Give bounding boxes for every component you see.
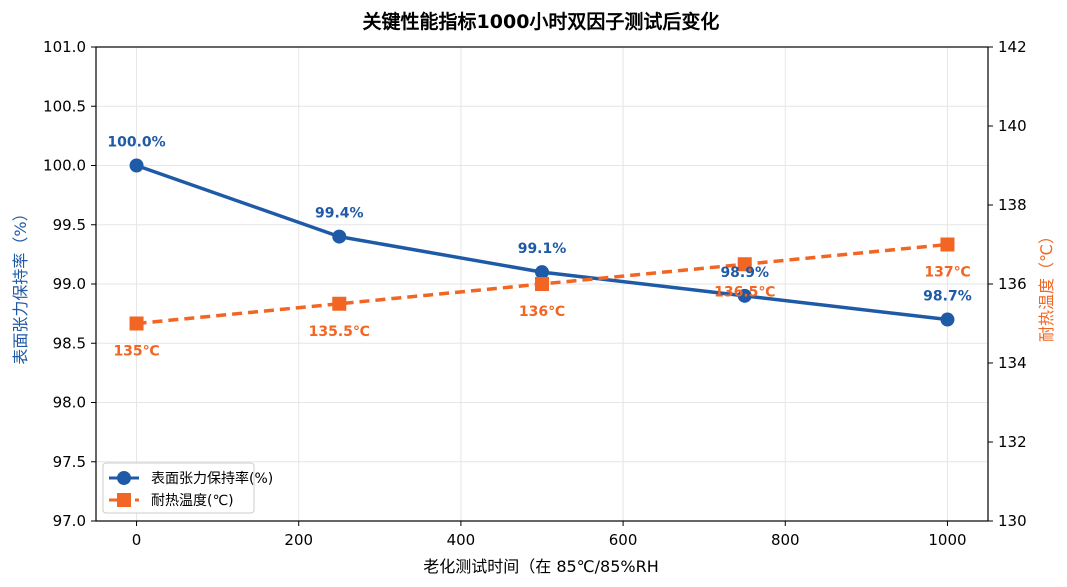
point-temperature (737, 257, 752, 272)
x-axis-ticks: 0 200 400 600 800 1000 (132, 521, 967, 549)
point-tension (940, 312, 955, 327)
x-tick-label: 800 (771, 531, 800, 549)
data-label-tension: 98.9% (720, 265, 769, 281)
legend-box (102, 462, 255, 514)
right-y-axis-ticks: 130 132 134 136 138 140 142 (988, 38, 1027, 530)
legend-marker-temp (117, 493, 131, 507)
left-y-axis-label: 表面张力保持率（%） (11, 205, 30, 364)
left-tick-label: 98.5 (53, 334, 86, 352)
grid-lines (96, 46, 988, 522)
x-tick-label: 600 (609, 531, 638, 549)
left-tick-label: 98.0 (53, 394, 86, 412)
left-y-axis-ticks: 97.0 97.5 98.0 98.5 99.0 99.5 100.0 100.5 101.0 (43, 38, 96, 530)
right-tick-label: 132 (998, 433, 1027, 451)
data-label-tension: 99.1% (518, 241, 567, 257)
data-label-temperature: 136.5℃ (714, 284, 775, 300)
right-tick-label: 138 (998, 196, 1027, 214)
data-labels: 100.0% 99.4% 99.1% 98.9% 98.7% 135℃ 135.5℃ 136℃… (107, 135, 971, 360)
data-label-temperature: 136℃ (519, 304, 565, 320)
legend: 表面张力保持率(%) 耐热温度(℃) (102, 462, 273, 514)
x-axis-label: 老化测试时间（在 85℃/85%RH (423, 557, 659, 576)
point-temperature (535, 277, 549, 291)
x-tick-label: 0 (132, 531, 142, 549)
right-tick-label: 142 (998, 38, 1027, 56)
left-tick-label: 99.0 (53, 275, 86, 293)
right-tick-label: 140 (998, 117, 1027, 135)
point-tension (129, 158, 144, 173)
left-tick-label: 97.0 (53, 512, 86, 530)
right-y-axis-label: 耐热温度（℃） (1037, 228, 1056, 342)
point-tension (737, 288, 752, 303)
data-label-tension: 100.0% (107, 135, 165, 151)
right-tick-label: 130 (998, 512, 1027, 530)
x-tick-label: 400 (447, 531, 476, 549)
legend-label-tension: 表面张力保持率(%) (151, 470, 273, 487)
x-tick-label: 200 (284, 531, 313, 549)
data-label-temperature: 135℃ (113, 344, 159, 360)
left-tick-label: 99.5 (53, 216, 86, 234)
right-tick-label: 136 (998, 275, 1027, 293)
point-tension (332, 229, 347, 244)
point-temperature (332, 296, 347, 311)
series-points (129, 158, 955, 331)
chart-title: 关键性能指标1000小时双因子测试后变化 (363, 10, 720, 33)
data-label-temperature: 135.5℃ (309, 324, 370, 340)
data-label-tension: 98.7% (923, 289, 972, 305)
data-label-tension: 99.4% (315, 206, 364, 222)
left-tick-label: 101.0 (43, 38, 86, 56)
left-tick-label: 100.0 (43, 157, 86, 175)
point-temperature (940, 237, 955, 252)
left-tick-label: 97.5 (53, 453, 86, 471)
x-tick-label: 1000 (928, 531, 966, 549)
legend-label-temp: 耐热温度(℃) (151, 493, 234, 509)
right-tick-label: 134 (998, 354, 1027, 372)
left-tick-label: 100.5 (43, 97, 86, 115)
point-temperature (129, 316, 144, 331)
point-tension (535, 265, 549, 280)
data-label-temperature: 137℃ (924, 265, 970, 281)
legend-marker-tension (117, 471, 131, 485)
